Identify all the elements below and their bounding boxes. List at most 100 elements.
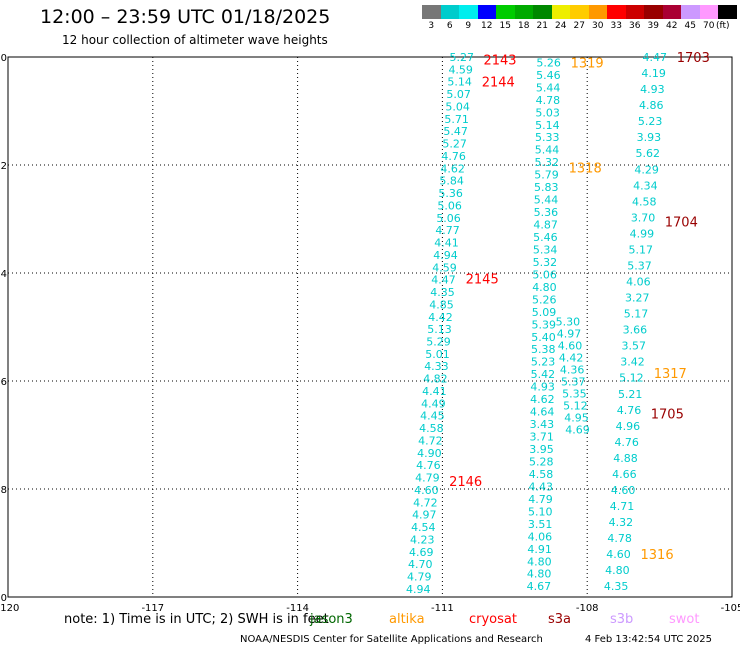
swh-value: 4.06 <box>626 276 651 289</box>
swh-value: 4.58 <box>632 195 657 208</box>
x-tick-label: -111 <box>431 603 454 614</box>
legend-label: 70 <box>703 21 715 31</box>
swh-value: 3.57 <box>621 340 646 353</box>
swh-value: 5.32 <box>533 256 558 269</box>
swh-value: 5.28 <box>529 455 554 468</box>
legend-label: 6 <box>446 21 453 31</box>
swh-value: 4.60 <box>611 484 636 497</box>
swh-value: 4.69 <box>409 546 434 559</box>
swh-value: 4.93 <box>640 83 665 96</box>
swh-value: 5.79 <box>534 169 559 182</box>
swh-value: 4.79 <box>415 472 440 485</box>
swh-value: 4.72 <box>413 496 438 509</box>
swh-value: 4.36 <box>560 364 585 377</box>
swh-value: 5.03 <box>535 106 560 119</box>
legend-swatch <box>533 5 552 19</box>
swh-value: 4.43 <box>529 480 554 493</box>
pass-time-label: 1318 <box>569 162 602 177</box>
swh-value: 4.69 <box>565 424 590 437</box>
pass-time-label: 2146 <box>449 475 482 490</box>
swh-value: 4.97 <box>412 509 437 522</box>
swh-value: 4.41 <box>422 385 447 398</box>
swh-value: 4.66 <box>612 468 637 481</box>
swh-value: 5.62 <box>636 147 661 160</box>
x-tick-label: -120 <box>0 603 19 614</box>
swh-value: 3.93 <box>637 131 662 144</box>
legend-label: 45 <box>684 21 696 31</box>
swh-value: 4.86 <box>639 99 664 112</box>
swh-value: 5.38 <box>531 343 556 356</box>
legend-swatch <box>477 5 496 19</box>
pass-time-label: 1317 <box>654 367 687 382</box>
swh-value: 4.32 <box>609 516 634 529</box>
legend-label: 42 <box>666 21 678 31</box>
swh-value: 4.60 <box>414 484 439 497</box>
legend-label: 21 <box>536 21 548 31</box>
swh-value: 4.47 <box>431 274 456 287</box>
swh-value: 5.36 <box>438 187 463 200</box>
swh-value: 4.60 <box>606 548 631 561</box>
x-tick-label: -108 <box>576 603 599 614</box>
swh-value: 4.76 <box>416 459 441 472</box>
mission-altika: altika <box>389 612 425 627</box>
swh-value: 4.23 <box>410 533 435 546</box>
swh-value: 4.94 <box>433 249 458 262</box>
swh-value: 5.71 <box>444 113 469 126</box>
swh-value: 4.87 <box>533 219 558 232</box>
swh-value: 4.71 <box>610 500 635 513</box>
swh-value: 4.76 <box>617 404 642 417</box>
swh-value: 4.54 <box>411 521 436 534</box>
swh-value: 4.34 <box>633 179 658 192</box>
swh-value: 4.64 <box>530 406 555 419</box>
swh-value: 4.77 <box>435 224 460 237</box>
swh-value: 4.42 <box>428 311 453 324</box>
swh-value: 4.78 <box>536 94 561 107</box>
swh-value: 5.84 <box>439 175 464 188</box>
swh-value: 3.51 <box>528 518 553 531</box>
pass-time-label: 1705 <box>651 407 684 422</box>
page-subtitle: 12 hour collection of altimeter wave hei… <box>62 33 328 47</box>
y-tick-label: -18 <box>0 485 7 496</box>
legend-label: 27 <box>573 21 585 31</box>
legend-label: 3 <box>428 21 435 31</box>
swh-value: 5.06 <box>437 199 462 212</box>
legend-swatch <box>718 5 737 19</box>
swh-value: 4.62 <box>530 393 555 406</box>
swh-value: 5.44 <box>536 81 561 94</box>
swh-value: 5.40 <box>531 331 556 344</box>
swh-value: 4.80 <box>527 555 552 568</box>
legend-swatch <box>514 5 533 19</box>
legend-swatch <box>588 5 607 19</box>
swh-value: 3.27 <box>625 292 650 305</box>
swh-value: 4.45 <box>420 410 445 423</box>
mission-s3a: s3a <box>548 612 572 627</box>
swh-value: 4.35 <box>430 286 455 299</box>
swh-value: 5.26 <box>532 293 557 306</box>
swh-value: 4.59 <box>448 63 473 76</box>
legend-label: 12 <box>481 21 493 31</box>
legend-swatch <box>422 5 441 19</box>
legend-swatch <box>681 5 700 19</box>
swh-value: 4.41 <box>434 237 459 250</box>
swh-value: 4.59 <box>432 261 457 274</box>
page-title: 12:00 – 23:59 UTC 01/18/2025 <box>40 6 331 28</box>
legend-swatch <box>440 5 459 19</box>
swh-value: 4.06 <box>528 530 553 543</box>
swh-value: 5.14 <box>535 119 560 132</box>
footer-generated: 4 Feb 13:42:54 UTC 2025 <box>585 634 712 645</box>
legend-swatch <box>570 5 589 19</box>
swh-value: 4.93 <box>530 381 555 394</box>
swh-value: 5.26 <box>536 56 561 69</box>
swh-value: 5.27 <box>449 51 474 64</box>
swh-value: 5.12 <box>563 400 588 413</box>
swh-value: 4.67 <box>527 580 552 593</box>
swh-value: 5.04 <box>445 100 470 113</box>
swh-value: 4.80 <box>532 281 557 294</box>
swh-value: 4.49 <box>421 397 446 410</box>
swh-value: 4.58 <box>529 468 554 481</box>
swh-value: 5.39 <box>532 318 557 331</box>
swh-value: 4.76 <box>614 436 639 449</box>
legend-swatch <box>607 5 626 19</box>
swh-value: 4.78 <box>607 532 632 545</box>
